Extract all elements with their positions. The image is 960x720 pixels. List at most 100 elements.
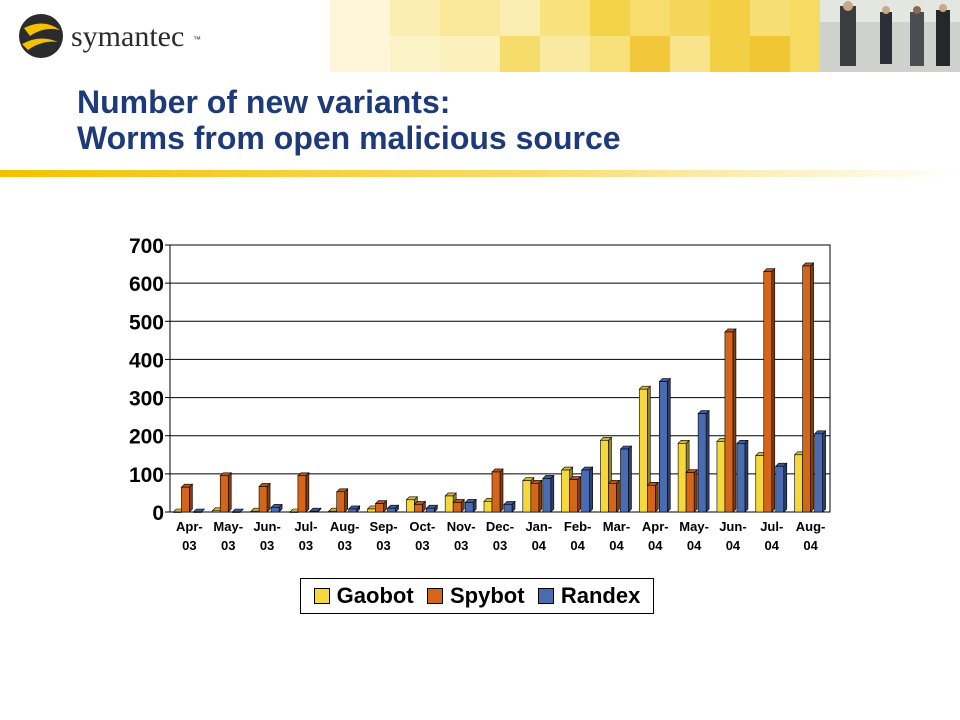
x-tick-label-year: 04: [570, 538, 585, 553]
bar-spybot: [491, 471, 501, 513]
bar-gaobot: [444, 495, 454, 513]
bar-gaobot: [406, 499, 415, 513]
y-tick-label: 100: [129, 464, 164, 487]
y-tick-label: 700: [129, 235, 164, 258]
bar-gaobot: [794, 454, 803, 513]
bar-spybot: [414, 504, 423, 513]
bar-spybot: [646, 484, 656, 513]
bar-gaobot: [600, 439, 609, 513]
bar-side-spybot: [266, 482, 271, 513]
bar-randex: [270, 507, 280, 513]
y-tick-label: 0: [152, 502, 164, 525]
x-tick-label-year: 04: [765, 538, 780, 553]
bar-spybot: [219, 475, 229, 513]
x-tick-label-month: Nov-: [447, 519, 476, 534]
y-tick-label: 300: [129, 388, 164, 411]
bar-randex: [620, 448, 629, 513]
bar-spybot: [802, 265, 811, 513]
legend-label-randex: Randex: [560, 583, 641, 608]
bar-randex: [581, 469, 590, 513]
x-tick-label-year: 04: [648, 538, 663, 553]
bar-spybot: [258, 486, 268, 513]
legend-label-gaobot: Gaobot: [336, 583, 414, 608]
bar-chart: 0 100 200 300 400 500 600 700 Apr- 03 May- 03 Jun- 03…: [129, 235, 831, 553]
x-tick-label-year: 04: [532, 538, 547, 553]
bar-randex: [697, 413, 707, 513]
bar-side-randex: [666, 377, 671, 513]
x-tick-label-year: 03: [493, 538, 507, 553]
x-tick-label-month: Sep-: [369, 519, 397, 534]
bar-gaobot: [677, 443, 687, 513]
x-tick-label-year: 03: [337, 538, 351, 553]
bar-randex: [426, 507, 435, 513]
bar-side-randex: [783, 462, 788, 513]
bar-spybot: [685, 472, 695, 513]
legend-swatch-randex: [537, 588, 554, 604]
title-line-2: Worms from open malicious source: [77, 120, 621, 156]
bar-randex: [309, 510, 319, 513]
bar-gaobot: [561, 469, 570, 513]
bar-randex: [387, 507, 396, 513]
bar-side-spybot: [654, 481, 659, 513]
x-tick-label-month: Jun-: [719, 519, 746, 534]
bar-side-spybot: [577, 475, 581, 513]
bar-side-spybot: [771, 267, 776, 513]
slide-title: Number of new variants: Worms from open …: [77, 84, 897, 156]
x-tick-label-year: 03: [415, 538, 429, 553]
bar-gaobot: [755, 455, 765, 513]
x-tick-label-month: Jun-: [253, 519, 280, 534]
bar-gaobot: [211, 510, 221, 513]
x-tick-label-year: 04: [803, 538, 818, 553]
bar-randex: [503, 504, 513, 513]
bar-randex: [736, 443, 746, 513]
legend-item-randex: Randex: [537, 583, 641, 609]
y-tick-label: 600: [129, 273, 164, 296]
bar-gaobot: [289, 511, 299, 513]
bar-randex: [775, 465, 785, 513]
bar-randex: [814, 433, 823, 513]
x-tick-label-year: 03: [221, 538, 235, 553]
bar-side-spybot: [616, 479, 620, 513]
header-banner: symantec ™: [19, 0, 960, 72]
x-tick-label-month: Apr-: [642, 519, 669, 534]
legend-item-gaobot: Gaobot: [313, 583, 414, 609]
bar-spybot: [375, 503, 384, 513]
bar-side-spybot: [499, 468, 504, 513]
bar-spybot: [181, 486, 190, 513]
bar-gaobot: [522, 480, 532, 513]
x-tick-label-month: Mar-: [603, 519, 630, 534]
x-tick-label-year: 04: [687, 538, 702, 553]
x-tick-label-month: Apr-: [176, 519, 203, 534]
y-tick-label: 200: [129, 426, 164, 449]
x-tick-label-year: 03: [376, 538, 390, 553]
bar-gaobot: [328, 510, 338, 513]
x-tick-label-month: Aug-: [330, 519, 360, 534]
logo-text: symantec: [71, 20, 184, 53]
bar-randex: [464, 502, 474, 513]
bar-spybot: [724, 331, 734, 513]
bar-side-spybot: [305, 472, 310, 513]
bar-randex: [542, 478, 552, 513]
x-tick-label-month: Jul-: [760, 519, 783, 534]
bar-randex: [658, 381, 668, 513]
bar-side-spybot: [344, 488, 349, 513]
business-people-walking-photo: [820, 0, 960, 72]
bar-spybot: [763, 271, 773, 513]
x-tick-label-year: 03: [454, 538, 468, 553]
legend-label-spybot: Spybot: [449, 583, 525, 608]
bar-spybot: [336, 491, 346, 513]
title-rule: [0, 170, 960, 177]
x-tick-label-month: Oct-: [409, 519, 435, 534]
bar-side-randex: [628, 445, 632, 513]
bar-side-spybot: [538, 479, 543, 513]
x-tick-label-month: Feb-: [564, 519, 591, 534]
y-tick-label: 400: [129, 349, 164, 372]
x-tick-label-year: 03: [299, 538, 313, 553]
x-tick-label-month: May-: [213, 519, 243, 534]
bar-spybot: [530, 483, 540, 513]
bar-gaobot: [716, 441, 726, 513]
x-tick-label-month: Jul-: [294, 519, 317, 534]
x-tick-label-year: 04: [609, 538, 624, 553]
x-tick-label-year: 03: [182, 538, 196, 553]
bar-spybot: [569, 479, 578, 513]
